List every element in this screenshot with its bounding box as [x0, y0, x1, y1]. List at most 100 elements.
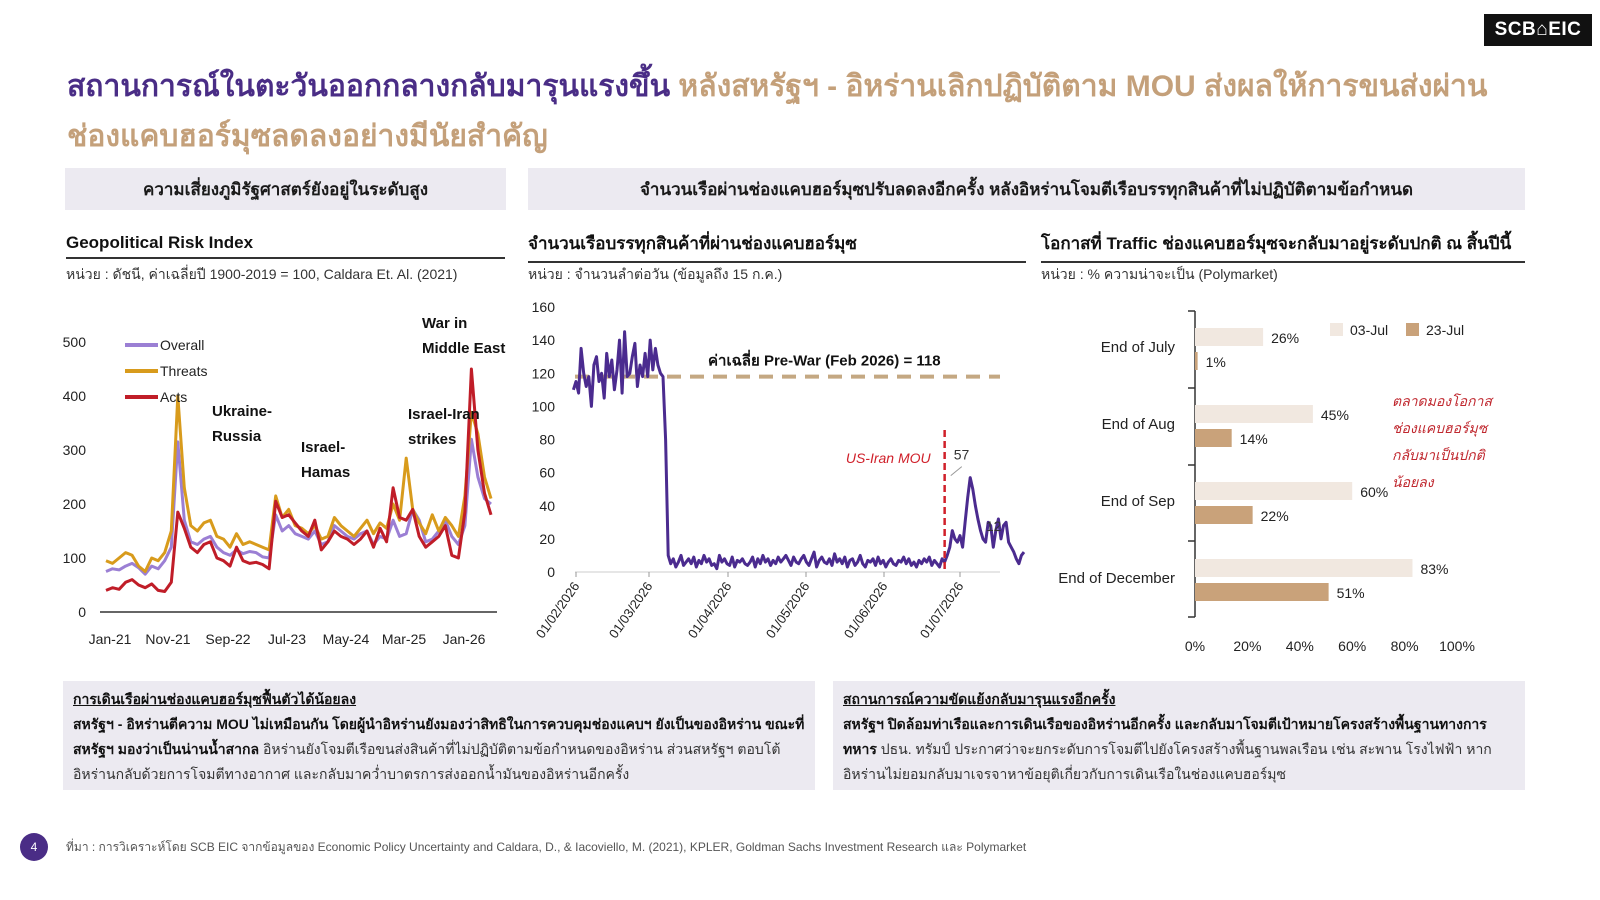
page-title: สถานการณ์ในตะวันออกกลางกลับมารุนแรงขึ้น …	[67, 62, 1537, 162]
gpr-y-tick-label: 200	[63, 496, 87, 512]
prob-bar-value: 51%	[1337, 585, 1365, 601]
ships-y-tick-label: 120	[532, 365, 556, 381]
ships-y-tick-label: 0	[547, 564, 555, 580]
panel3-unit: หน่วย : % ความน่าจะเป็น (Polymarket)	[1041, 266, 1278, 282]
gpr-series-acts	[105, 367, 493, 593]
commentary-left-heading: การเดินเรือผ่านช่องแคบฮอร์มุซฟื้นตัวได้น…	[73, 691, 357, 707]
gpr-y-tick-label: 500	[63, 334, 87, 350]
prob-bar	[1195, 352, 1198, 370]
gpr-annotation-text: Ukraine-	[212, 403, 272, 420]
prob-bar-value: 83%	[1420, 561, 1448, 577]
commentary-left-body: สหรัฐฯ - อิหร่านตีความ MOU ไม่เหมือนกัน …	[73, 712, 805, 787]
gpr-annotations: Ukraine- Russia Israel- Hamas Israel-Iran str…	[212, 315, 505, 481]
gpr-annotation-text: Middle East	[422, 340, 505, 357]
ships-point-leader	[950, 466, 963, 476]
prob-axis: 0% 20% 40% 60% 80% 100%	[1185, 310, 1475, 654]
prob-category-label: End of December	[1058, 570, 1175, 587]
ships-x-tick-label: 01/05/2026	[763, 579, 813, 641]
commentary-right-text: ปธน. ทรัมป์ ประกาศว่าจะยกระดับการโจมตีไป…	[843, 741, 1492, 782]
prob-x-tick-label: 100%	[1439, 638, 1475, 654]
ships-lines	[571, 330, 1026, 571]
brand-logo: SCB⌂EIC	[1484, 14, 1592, 46]
commentary-right-heading: สถานการณ์ความขัดแย้งกลับมารุนแรงอีกครั้ง	[843, 691, 1116, 707]
right-section-header: จำนวนเรือผ่านช่องแคบฮอร์มุซปรับลดลงอีกคร…	[528, 168, 1525, 210]
gpr-annotation-text: strikes	[408, 431, 456, 448]
prob-x-tick-label: 40%	[1286, 638, 1314, 654]
prob-bar-value: 45%	[1321, 407, 1349, 423]
ships-y-tick-label: 60	[539, 465, 555, 481]
prob-bar	[1195, 405, 1313, 423]
panel2-unit: หน่วย : จำนวนลำต่อวัน (ข้อมูลถึง 15 ก.ค.…	[528, 266, 783, 282]
prob-bar	[1195, 506, 1253, 524]
prob-bar-value: 14%	[1240, 431, 1268, 447]
prob-x-tick-label: 80%	[1391, 638, 1419, 654]
commentary-left-bold: สหรัฐฯ - อิหร่านตีความ MOU ไม่เหมือนกัน …	[73, 716, 805, 757]
gpr-x-tick-label: Sep-22	[205, 631, 250, 647]
gpr-legend-label: Overall	[160, 337, 204, 353]
prob-bar	[1195, 482, 1353, 500]
prob-x-tick-label: 20%	[1233, 638, 1261, 654]
gpr-axis: 0 100 200 300 400 500 Jan-21 Nov-21 Sep-22 Jul-23…	[63, 334, 497, 647]
ships-axis: 0 20 40 60 80 100 120 140 160 01/02/2026 01/03/202…	[532, 299, 1000, 641]
ships-point-label: 57	[954, 447, 970, 463]
ships-prewar-average-label: ค่าเฉลี่ย Pre-War (Feb 2026) = 118	[708, 350, 941, 370]
prob-bar	[1195, 429, 1232, 447]
prob-bar-value: 1%	[1206, 354, 1226, 370]
ships-series-line	[571, 330, 1026, 571]
prob-bar-value: 26%	[1271, 330, 1299, 346]
prob-bars: End of July 26% 1% End of Aug 45% 14% End of S…	[1058, 328, 1448, 601]
ships-y-tick-label: 140	[532, 332, 556, 348]
ships-annotations: US-Iran MOU 57 12	[846, 430, 1002, 572]
gpr-x-tick-label: May-24	[323, 631, 370, 647]
prob-bar	[1195, 328, 1264, 346]
panel1-title: Geopolitical Risk Index	[66, 233, 505, 259]
commentary-right-bold: สหรัฐฯ ปิดล้อมท่าเรือและการเดินเรือของอิ…	[843, 716, 1487, 757]
ships-event-label: US-Iran MOU	[846, 450, 932, 466]
left-section-header: ความเสี่ยงภูมิรัฐศาสตร์ยังอยู่ในระดับสูง	[65, 168, 506, 210]
gpr-annotation-text: Hamas	[301, 464, 350, 481]
gpr-annotation-text: Russia	[212, 428, 262, 445]
prob-legend-label: 23-Jul	[1426, 322, 1464, 338]
commentary-right-body: สหรัฐฯ ปิดล้อมท่าเรือและการเดินเรือของอิ…	[843, 712, 1515, 787]
prob-annotation-text: กลับมาเป็นปกติ	[1392, 447, 1487, 463]
ships-x-tick-label: 01/03/2026	[606, 579, 656, 641]
commentary-right: สถานการณ์ความขัดแย้งกลับมารุนแรงอีกครั้ง…	[833, 681, 1525, 790]
gpr-legend-label: Acts	[160, 389, 187, 405]
prob-annotation: ตลาดมองโอกาสช่องแคบฮอร์มุซกลับมาเป็นปกติ…	[1392, 393, 1494, 490]
gpr-annotation-text: Israel-Iran	[408, 406, 480, 423]
source-note: ที่มา : การวิเคราะห์โดย SCB EIC จากข้อมู…	[66, 840, 1027, 854]
ships-point-label: 12	[986, 518, 1002, 534]
gpr-x-tick-label: Jan-21	[89, 631, 132, 647]
gpr-series-threats	[105, 394, 493, 573]
prob-x-tick-label: 60%	[1338, 638, 1366, 654]
gpr-legend-label: Threats	[160, 363, 207, 379]
ships-x-tick-label: 01/02/2026	[533, 579, 583, 641]
prob-legend: 03-Jul 23-Jul	[1330, 322, 1464, 338]
ships-y-tick-label: 40	[539, 498, 555, 514]
panel3-title: โอกาสที่ Traffic ช่องแคบฮอร์มุซจะกลับมาอ…	[1041, 230, 1525, 263]
ships-y-tick-label: 160	[532, 299, 556, 315]
gpr-lines	[105, 367, 493, 593]
prob-annotation-text: น้อยลง	[1392, 474, 1435, 490]
gpr-y-tick-label: 400	[63, 388, 87, 404]
gpr-legend: Overall Threats Acts	[125, 337, 207, 405]
prob-annotation-text: ตลาดมองโอกาส	[1392, 393, 1494, 409]
prob-bar	[1195, 559, 1413, 577]
gpr-y-tick-label: 0	[78, 604, 86, 620]
title-part1: สถานการณ์ในตะวันออกกลางกลับมารุนแรงขึ้น	[67, 70, 671, 103]
ships-y-tick-label: 20	[539, 531, 555, 547]
ships-x-tick-label: 01/04/2026	[685, 579, 735, 641]
prob-legend-label: 03-Jul	[1350, 322, 1388, 338]
gpr-x-tick-label: Jan-26	[443, 631, 486, 647]
gpr-y-tick-label: 100	[63, 550, 87, 566]
ships-y-tick-label: 100	[532, 398, 556, 414]
prob-category-label: End of Aug	[1102, 416, 1175, 433]
prob-bar-value: 22%	[1261, 508, 1289, 524]
commentary-left-text: อิหร่านยังโจมตีเรือขนส่งสินค้าที่ไม่ปฏิบ…	[73, 741, 781, 782]
prob-category-label: End of Sep	[1101, 493, 1175, 510]
gpr-x-tick-label: Mar-25	[382, 631, 427, 647]
prob-bar	[1195, 583, 1329, 601]
prob-legend-swatch	[1406, 323, 1419, 336]
title-part2: หลังสหรัฐฯ - อิหร่านเลิกปฏิบัติตาม MOU ส…	[67, 70, 1488, 153]
prob-x-tick-label: 0%	[1185, 638, 1205, 654]
